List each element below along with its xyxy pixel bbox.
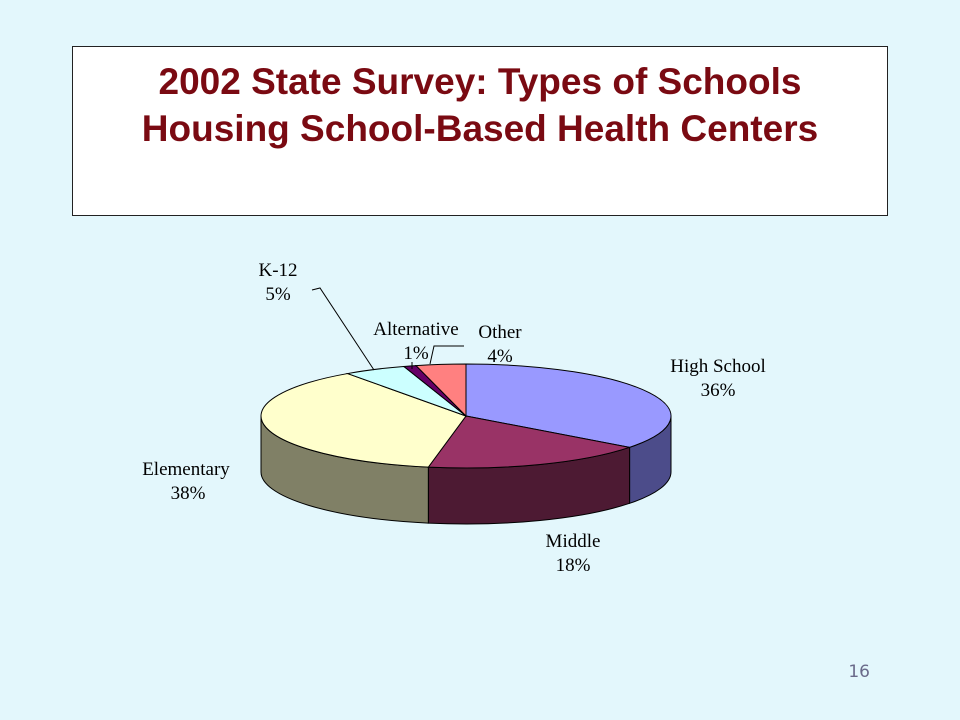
pie-slice-middle [427, 415, 632, 469]
title-box: 2002 State Survey: Types of Schools Hous… [72, 46, 888, 216]
slide-number: 16 [848, 662, 870, 682]
leader-line-k-12 [311, 287, 375, 371]
label-other: Other [478, 322, 522, 343]
label-k-12: K-12 [258, 260, 297, 281]
label-high-school-percent: 36% [701, 380, 736, 401]
slide-title-line-1: 2002 State Survey: Types of Schools [158, 61, 802, 102]
label-middle: Middle [546, 531, 601, 552]
label-high-school: High School [670, 356, 766, 377]
label-alternative: Alternative [373, 319, 458, 340]
label-k-12-percent: 5% [265, 284, 291, 305]
label-alternative-percent: 1% [403, 343, 429, 364]
leader-line-other [429, 345, 464, 365]
pie-slice-elementary [260, 373, 467, 468]
pie-slice-high-school [465, 363, 672, 448]
label-other-percent: 4% [487, 346, 513, 367]
slide-title-line-2: Housing School-Based Health Centers [141, 108, 819, 149]
label-elementary-percent: 38% [171, 483, 206, 504]
label-middle-percent: 18% [556, 555, 591, 576]
label-elementary: Elementary [142, 459, 230, 480]
pie-slice-other [414, 363, 467, 418]
